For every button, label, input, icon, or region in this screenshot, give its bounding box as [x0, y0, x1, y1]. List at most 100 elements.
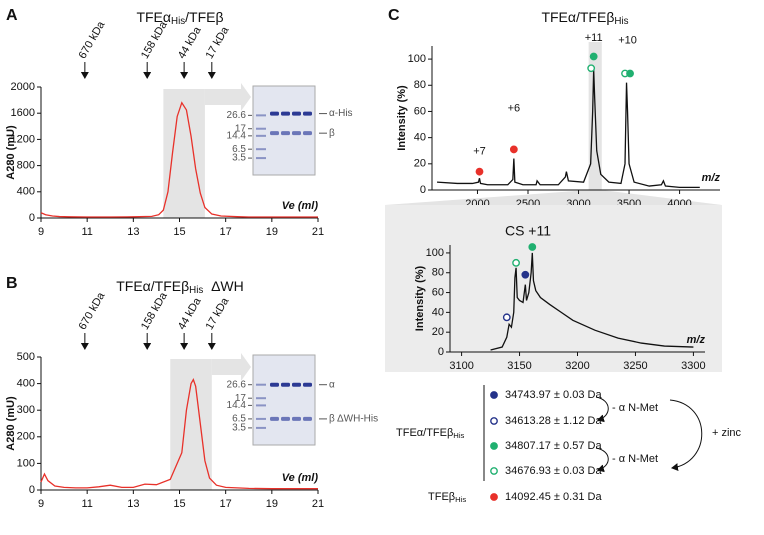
mass-dot: [490, 493, 498, 501]
y-tick-label: 400: [17, 378, 35, 390]
text-part: His: [455, 495, 466, 504]
size-marker-label: 17 kDa: [204, 295, 232, 332]
data-line: [40, 101, 318, 218]
text-part: His: [453, 431, 464, 440]
gel-arrow: [211, 353, 251, 381]
protein-band: [303, 416, 312, 421]
size-marker-label: 158 kDa: [139, 290, 170, 332]
ladder-label: 26.6: [227, 379, 247, 390]
x-tick-label: 17: [220, 498, 232, 510]
chart-title: CS +11: [505, 223, 551, 239]
peak-dot: [475, 167, 484, 176]
mass-value: 34613.28 ± 1.12 Da: [505, 415, 602, 427]
gel-arrow: [204, 83, 251, 111]
arrow-label: - α N-Met: [612, 402, 658, 414]
y-tick-label: 1600: [11, 107, 35, 119]
protein-band: [270, 131, 279, 136]
ladder-band: [256, 114, 266, 117]
x-axis-label: Ve (ml): [282, 472, 319, 484]
gel-image: [252, 354, 316, 446]
protein-band: [292, 131, 301, 136]
ladder-label: 17: [235, 393, 247, 404]
text-part: His: [189, 285, 203, 296]
shaded-fraction: [170, 359, 212, 490]
y-tick-label: 2000: [11, 81, 35, 93]
mass-dot: [490, 391, 498, 399]
y-tick-label: 100: [17, 457, 35, 469]
protein-band: [303, 111, 312, 116]
x-tick-label: 13: [127, 226, 139, 238]
y-tick-label: 100: [426, 247, 444, 259]
ladder-band: [256, 134, 266, 137]
y-tick-label: 20: [432, 326, 444, 338]
protein-band: [281, 111, 290, 116]
y-tick-label: 60: [432, 286, 444, 298]
text-part: TFEα/TFEβ: [116, 278, 189, 294]
ladder-label: 14.4: [227, 130, 247, 141]
protein-band: [281, 382, 290, 387]
x-tick-label: 19: [266, 498, 278, 510]
zoom-background: [385, 205, 722, 372]
text-part: His: [614, 16, 628, 27]
protein-band: [270, 416, 279, 421]
ladder-label: 3.5: [232, 423, 246, 434]
peak-dot: [521, 270, 530, 279]
y-axis-label: Intensity (%): [414, 265, 426, 331]
ladder-label: 6.5: [232, 414, 246, 425]
x-tick-label: 15: [173, 226, 185, 238]
y-axis-label: Intensity (%): [396, 85, 408, 151]
text-part: TFEα/TFEβ: [541, 9, 614, 25]
band-label: β ΔWH-His: [329, 414, 378, 425]
ladder-band: [256, 127, 266, 130]
size-marker-label: 670 kDa: [77, 290, 108, 332]
mass-dot: [490, 442, 498, 450]
peak-dot: [502, 313, 511, 322]
band-label: β: [329, 128, 335, 139]
band-label: α: [329, 379, 335, 390]
panel-label: C: [388, 7, 400, 24]
chart-title: TFEα/TFEβHis: [541, 9, 628, 27]
ladder-band: [256, 397, 266, 400]
y-tick-label: 0: [420, 184, 426, 196]
y-tick-label: 400: [17, 186, 35, 198]
y-tick-label: 500: [17, 351, 35, 363]
charge-label: +11: [585, 32, 603, 44]
protein-band: [303, 382, 312, 387]
mass-value: 34676.93 ± 0.03 Da: [505, 465, 602, 477]
x-tick-label: 21: [312, 498, 324, 510]
peak-dot: [512, 258, 520, 267]
x-axis-label: Ve (ml): [282, 200, 319, 212]
text-part: /TFEβ: [185, 9, 223, 25]
single-label: TFEβHis: [428, 491, 466, 504]
peak-dot: [509, 145, 518, 154]
y-tick-label: 0: [438, 346, 444, 358]
arrow: [595, 447, 609, 473]
x-tick-label: 3200: [565, 360, 589, 372]
y-tick-label: 100: [408, 53, 426, 65]
size-marker-label: 44 kDa: [176, 295, 204, 332]
protein-band: [270, 382, 279, 387]
mass-dot: [490, 467, 498, 475]
ladder-band: [256, 383, 266, 386]
y-tick-label: 40: [414, 132, 426, 144]
arrow: [669, 399, 703, 472]
y-tick-label: 40: [432, 306, 444, 318]
ladder-band: [256, 417, 266, 420]
chart-title: TFEαHis/TFEβ: [136, 9, 223, 27]
y-tick-label: 800: [17, 160, 35, 172]
ladder-label: 17: [235, 123, 247, 134]
x-tick-label: 11: [81, 498, 92, 510]
shaded-fraction: [163, 89, 205, 218]
chart-title: TFEα/TFEβHis ΔWH: [116, 278, 244, 296]
x-tick-label: 3100: [449, 360, 473, 372]
y-tick-label: 1200: [11, 133, 35, 145]
band-label: α-His: [329, 108, 353, 119]
protein-band: [281, 416, 290, 421]
data-line: [490, 252, 694, 351]
y-tick-label: 200: [17, 431, 35, 443]
ladder-band: [256, 404, 266, 407]
x-tick-label: 9: [38, 226, 44, 238]
size-marker-label: 44 kDa: [176, 24, 204, 61]
ladder-band: [256, 426, 266, 429]
